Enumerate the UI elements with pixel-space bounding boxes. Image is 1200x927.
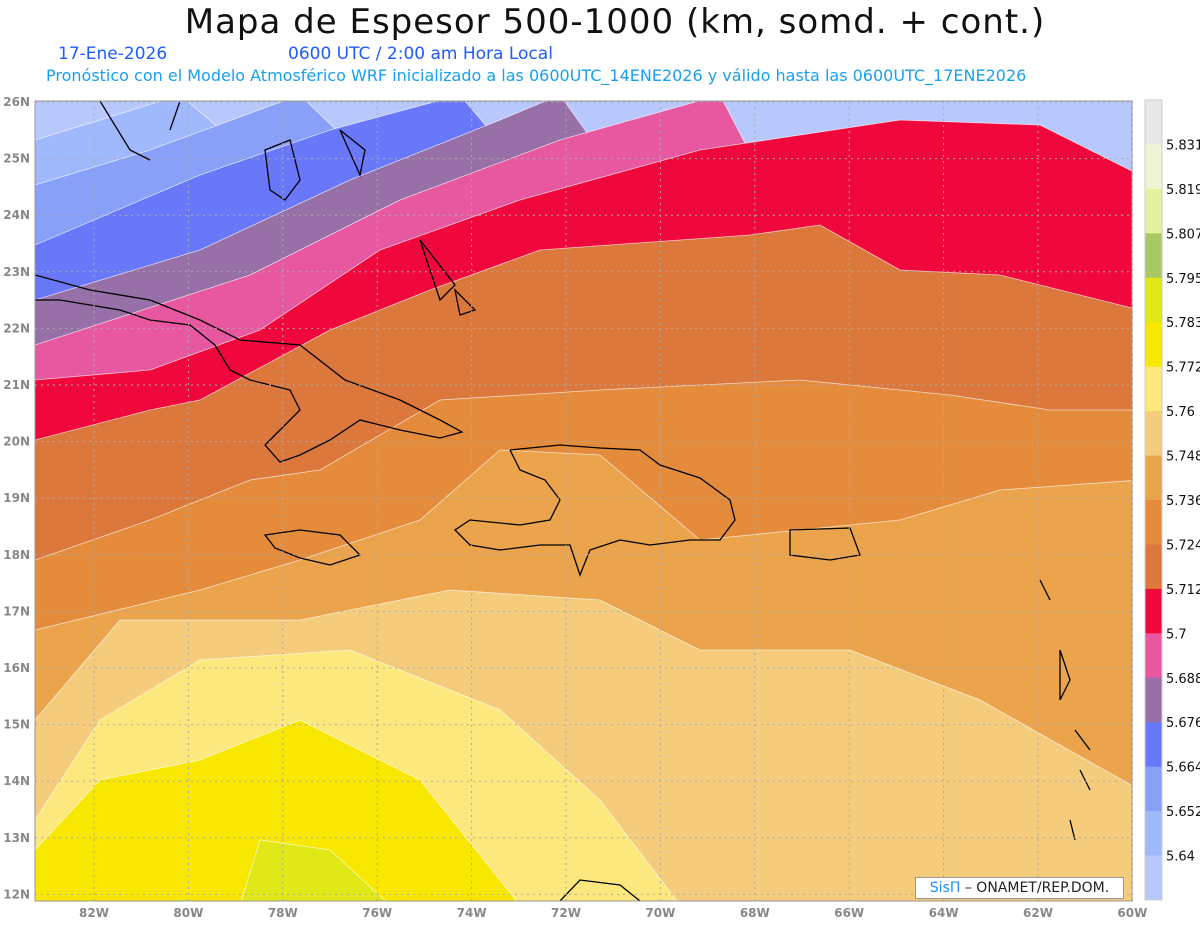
colorbar-swatch: [1145, 500, 1162, 545]
colorbar-label: 5.783: [1166, 316, 1200, 331]
colorbar-label: 5.807: [1166, 227, 1200, 242]
lat-label: 16N: [3, 661, 30, 675]
contour-bands: [35, 101, 1132, 901]
colorbar-label: 5.712: [1166, 583, 1200, 598]
lat-label: 23N: [3, 265, 30, 279]
lon-label: 60W: [1117, 906, 1147, 920]
map-frame: [34, 100, 1133, 902]
lon-label: 72W: [551, 906, 581, 920]
colorbar-label: 5.736: [1166, 494, 1200, 509]
florida-coast: [99, 101, 181, 161]
colorbar-swatch: [1145, 411, 1162, 457]
venezuela-coast: [559, 879, 641, 901]
colorbar-label: 5.795: [1166, 272, 1200, 287]
map-title: Mapa de Espesor 500-1000 (km, somd. + co…: [184, 2, 1046, 42]
lon-label: 70W: [645, 906, 675, 920]
colorbar-swatch: [1145, 322, 1162, 368]
lat-label: 25N: [3, 152, 30, 166]
colorbar-label: 5.772: [1166, 361, 1200, 376]
time-label: 0600 UTC / 2:00 am Hora Local: [288, 44, 553, 64]
colorbar-label: 5.748: [1166, 450, 1200, 465]
lon-label: 80W: [173, 906, 203, 920]
lon-label: 66W: [834, 906, 864, 920]
colorbar-swatch: [1145, 766, 1162, 812]
colorbar-swatch: [1145, 144, 1162, 190]
colorbar-label: 5.652: [1166, 805, 1200, 820]
colorbar: 5.831 5.819 5.807 5.795 5.783 5.772 5.76 5.748 5…: [1144, 99, 1200, 901]
colorbar-swatch: [1145, 677, 1162, 723]
credit-text: – ONAMET/REP.DOM.: [960, 880, 1110, 896]
puerto-rico-coast: [789, 527, 861, 561]
colorbar-label: 5.688: [1166, 672, 1200, 687]
band: [35, 719, 518, 901]
lat-label: 18N: [3, 548, 30, 562]
lat-label: 24N: [3, 208, 30, 222]
colorbar-label: 5.64: [1166, 850, 1195, 865]
lon-label: 68W: [740, 906, 770, 920]
colorbar-label: 5.831: [1166, 138, 1200, 153]
colorbar-label: 5.664: [1166, 761, 1200, 776]
lesser-antilles-coast: [1039, 579, 1091, 841]
colorbar-swatch: [1145, 366, 1162, 412]
lon-label: 64W: [929, 906, 959, 920]
colorbar-label: 5.819: [1166, 183, 1200, 198]
lon-label: 82W: [79, 906, 109, 920]
colorbar-label: 5.76: [1166, 405, 1195, 420]
hispaniola-coast: [453, 444, 736, 577]
colorbar-swatch: [1145, 633, 1162, 679]
date-label: 17-Ene-2026: [58, 44, 168, 64]
credit-box: SisΠ – ONAMET/REP.DOM.: [915, 877, 1124, 899]
lat-label: 14N: [3, 774, 30, 788]
bahamas-coast: [264, 129, 477, 316]
sispi-logo: SisΠ: [929, 880, 961, 896]
colorbar-swatch: [1145, 811, 1162, 857]
colorbar-swatch: [1145, 855, 1162, 901]
colorbar-label: 5.676: [1166, 716, 1200, 731]
lat-label: 13N: [3, 831, 30, 845]
lat-label: 26N: [3, 95, 30, 109]
colorbar-swatch: [1145, 455, 1162, 501]
colorbar-label: 5.724: [1166, 538, 1200, 553]
colorbar-label: 5.7: [1166, 627, 1187, 642]
colorbar-swatch: [1145, 588, 1162, 634]
jamaica-coast: [263, 529, 362, 566]
colorbar-swatch: [1145, 100, 1162, 145]
lat-label: 12N: [3, 887, 30, 901]
lon-label: 78W: [268, 906, 298, 920]
lon-label: 74W: [457, 906, 487, 920]
lat-label: 19N: [3, 491, 30, 505]
lat-label: 22N: [3, 321, 30, 335]
lat-label: 21N: [3, 378, 30, 392]
colorbar-swatch: [1145, 544, 1162, 590]
coastlines: [35, 101, 1091, 901]
colorbar-swatch: [1145, 277, 1162, 323]
lon-label: 76W: [362, 906, 392, 920]
colorbar-swatch: [1145, 233, 1162, 279]
cuba-coast: [35, 274, 464, 463]
forecast-info: Pronóstico con el Modelo Atmosférico WRF…: [46, 66, 1027, 85]
lat-label: 20N: [3, 435, 30, 449]
lon-label: 62W: [1023, 906, 1053, 920]
colorbar-swatch: [1145, 722, 1162, 768]
band: [240, 839, 387, 901]
lat-label: 15N: [3, 718, 30, 732]
axis-labels: 82W 80W 78W 76W 74W 72W 70W 68W 66W 64W 62W 60W 26N 2…: [3, 95, 1147, 920]
colorbar-swatch: [1145, 188, 1162, 234]
lat-label: 17N: [3, 604, 30, 618]
